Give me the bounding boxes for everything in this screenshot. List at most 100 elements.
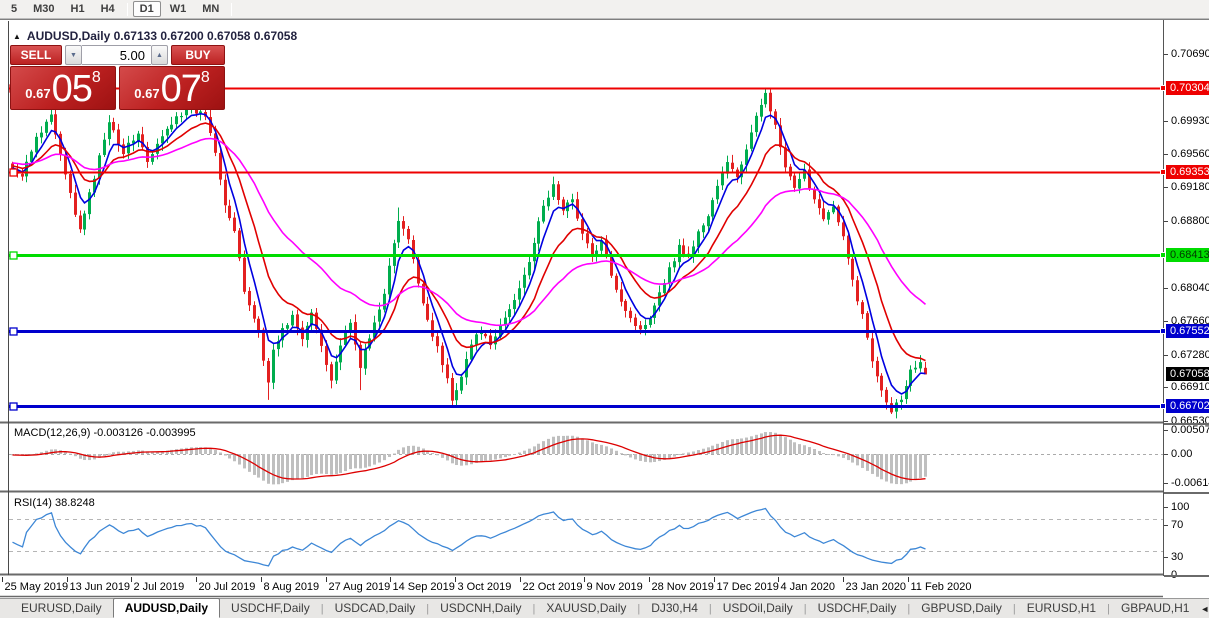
sell-button[interactable]: SELL	[10, 45, 62, 65]
sell-price-button[interactable]: 0.67 05 8	[10, 66, 116, 110]
price-tick-label: 0.70690	[1164, 48, 1209, 60]
timeframe-toolbar: 5 M30 H1 H4 D1 W1 MN	[0, 0, 1209, 19]
price-tick-label: 0.67280	[1164, 349, 1209, 361]
level-axis-handle[interactable]	[1160, 168, 1166, 175]
macd-layer	[9, 432, 1163, 485]
time-label: 2 Jul 2019	[134, 581, 185, 593]
volume-decrease-button[interactable]: ▼	[65, 45, 82, 65]
chart-window: 25 May 2019 13 Jun 2019 2 Jul 2019 20 Jul 2…	[0, 19, 1209, 598]
chart-tab-eurusd[interactable]: EURUSD,H1	[1026, 601, 1097, 615]
chart-symbol-label: AUDUSD,Daily	[26, 29, 111, 43]
hline-handle[interactable]	[9, 402, 18, 411]
tabs-scroll-left-icon[interactable]: ◄	[1200, 603, 1209, 614]
chart-tab-usdchf[interactable]: USDCHF,Daily	[231, 601, 310, 615]
buy-price-button[interactable]: 0.67 07 8	[119, 66, 225, 110]
timeframe-button-h4[interactable]: H4	[100, 3, 115, 15]
level-axis-handle[interactable]	[1160, 402, 1166, 409]
buy-button[interactable]: BUY	[171, 45, 225, 65]
timeframe-button-m30[interactable]: M30	[33, 3, 55, 15]
rsi-axis-label: 70	[1164, 519, 1209, 531]
hlines-layer	[9, 84, 1163, 411]
time-label: 14 Sep 2019	[393, 581, 455, 593]
volume-increase-button[interactable]: ▲	[151, 45, 168, 65]
level-price-badge: 0.68413	[1166, 247, 1209, 262]
timeframe-button-5[interactable]: 5	[11, 3, 18, 15]
level-axis-handle[interactable]	[1160, 251, 1166, 258]
sell-price-main: 05	[51, 67, 93, 110]
toolbar-separator	[231, 2, 233, 16]
chart-canvas[interactable]: 25 May 2019 13 Jun 2019 2 Jul 2019 20 Jul 2…	[0, 20, 1163, 598]
hline-handle[interactable]	[9, 168, 18, 177]
tab-separator: |	[637, 602, 641, 615]
axis-pane-separator	[1164, 492, 1209, 494]
time-label: 11 Feb 2020	[911, 581, 972, 593]
time-label: 8 Aug 2019	[264, 581, 320, 593]
tab-separator: |	[803, 602, 807, 615]
chart-tab-usdoil[interactable]: USDOil,Daily	[722, 601, 793, 615]
chart-tab-usdchf[interactable]: USDCHF,Daily	[817, 601, 897, 615]
buy-price-pip: 8	[200, 69, 210, 86]
price-axis[interactable]: 0.70690 0.69930 0.69560 0.69180 0.68800 0.680…	[1160, 20, 1209, 581]
buy-price-main: 07	[160, 67, 202, 110]
chart-ohlc: 0.67133 0.67200 0.67058 0.67058	[113, 29, 298, 43]
level-axis-handle[interactable]	[1160, 327, 1166, 334]
time-label: 27 Aug 2019	[329, 581, 391, 593]
time-label: 3 Oct 2019	[458, 581, 512, 593]
axis-pane-separator	[1164, 423, 1209, 425]
chart-tab-gbpaud[interactable]: GBPAUD,H1	[1120, 601, 1190, 615]
price-tick-label: 0.69180	[1164, 181, 1209, 193]
rsi-axis-label: 100	[1164, 501, 1209, 513]
time-label: 9 Nov 2019	[587, 581, 643, 593]
hline-handle[interactable]	[9, 251, 18, 260]
one-click-trading-panel: SELL ▼ ▲ BUY 0.67 05 8 0.67 07 8	[10, 45, 225, 110]
price-tick-label: 0.69560	[1164, 148, 1209, 160]
timeframe-button-d1[interactable]: D1	[132, 1, 161, 17]
level-price-badge: 0.66702	[1166, 398, 1209, 413]
price-tick-label: 0.69930	[1164, 115, 1209, 127]
rsi-indicator-label: RSI(14) 38.8248	[14, 497, 95, 509]
chart-tab-gbpusd[interactable]: GBPUSD,Daily	[921, 601, 1002, 615]
level-axis-handle[interactable]	[1160, 85, 1166, 92]
tab-separator: |	[320, 602, 324, 615]
price-tick-label: 0.66910	[1164, 381, 1209, 393]
level-price-badge: 0.69353	[1166, 164, 1209, 179]
tab-separator: |	[426, 602, 430, 615]
time-label: 23 Jan 2020	[846, 581, 907, 593]
time-label: 28 Nov 2019	[652, 581, 714, 593]
level-price-badge: 0.67552	[1166, 323, 1209, 338]
timeframe-button-mn[interactable]: MN	[202, 3, 220, 15]
panel-collapse-icon[interactable]: ▲	[13, 31, 21, 41]
chart-tab-dj30[interactable]: DJ30,H4	[651, 601, 698, 615]
timeframe-button-h1[interactable]: H1	[70, 3, 85, 15]
chart-tab-usdcad[interactable]: USDCAD,Daily	[334, 601, 416, 615]
triangle-down-icon: ▼	[70, 51, 77, 59]
hline-handle[interactable]	[9, 327, 18, 336]
toolbar-separator	[126, 2, 128, 16]
chart-tab-usdcnh[interactable]: USDCNH,Daily	[440, 601, 522, 615]
macd-axis-label: 0.005076	[1164, 424, 1209, 436]
tab-separator: |	[1107, 602, 1110, 615]
axis-pane-separator	[1164, 575, 1209, 577]
tab-separator: |	[532, 602, 536, 615]
level-price-badge: 0.70304	[1166, 81, 1209, 96]
rsi-layer	[9, 507, 1163, 567]
candles-layer	[11, 87, 927, 419]
macd-axis-label: 0.00	[1164, 448, 1209, 460]
chart-tab-xauusd[interactable]: XAUUSD,Daily	[546, 601, 627, 615]
triangle-up-icon: ▲	[156, 51, 163, 59]
tab-scroll-arrows: ◄►	[1200, 604, 1209, 614]
timeframe-button-w1[interactable]: W1	[169, 3, 187, 15]
tab-separator: |	[907, 602, 911, 615]
time-label: 20 Jul 2019	[199, 581, 256, 593]
volume-input[interactable]	[82, 45, 151, 65]
buy-price-prefix: 0.67	[134, 86, 160, 101]
chart-tab-eurusd[interactable]: EURUSD,Daily	[21, 601, 102, 615]
sell-price-prefix: 0.67	[25, 86, 51, 101]
chart-tab-audusd[interactable]: AUDUSD,Daily	[112, 598, 221, 618]
time-label: 13 Jun 2019	[70, 581, 131, 593]
time-label: 4 Jan 2020	[781, 581, 835, 593]
tab-separator: |	[708, 602, 712, 615]
time-label: 25 May 2019	[5, 581, 69, 593]
time-axis[interactable]: 25 May 2019 13 Jun 2019 2 Jul 2019 20 Jul 2…	[2, 577, 972, 593]
